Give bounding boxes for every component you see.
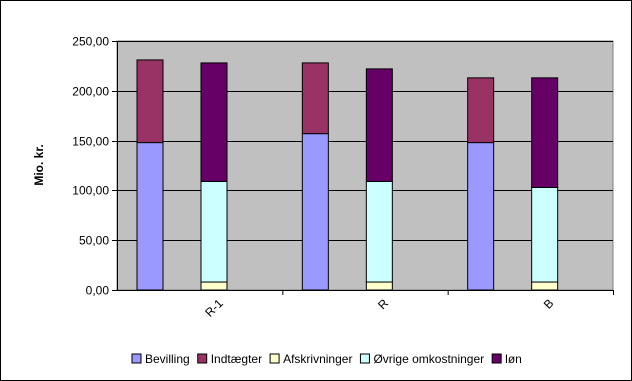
bar-segment (200, 180, 228, 283)
legend-swatch (131, 353, 142, 364)
legend-entry: løn (505, 352, 522, 366)
bar-segment (531, 186, 559, 283)
bars (136, 59, 559, 291)
legend-swatch (359, 353, 370, 364)
y-axis-label: Mio. kr. (32, 144, 46, 185)
legend-entry: Indtægter (211, 352, 262, 366)
bar-segment (365, 281, 393, 291)
bar-segment (531, 281, 559, 291)
y-tick-label: 250,00 (72, 35, 109, 49)
legend-entry: Bevilling (145, 352, 190, 366)
bar-segment (136, 59, 164, 144)
y-tick-labels: 0,00 50,00 100,00 150,00 200,00 250,00 (72, 35, 109, 298)
legend-swatch (197, 353, 208, 364)
bar-segment (467, 142, 495, 291)
bar-segment (301, 133, 329, 291)
y-tick-label: 200,00 (72, 85, 109, 99)
legend-entry: Øvrige omkostninger (373, 352, 484, 366)
bar-segment (200, 281, 228, 291)
bar-segment (365, 180, 393, 283)
bar-segment (365, 68, 393, 182)
y-tick-label: 0,00 (86, 284, 110, 298)
y-tick-label: 150,00 (72, 135, 109, 149)
axes (112, 41, 614, 295)
bar-segment (136, 142, 164, 291)
bar-segment (531, 77, 559, 188)
bar-segment (301, 62, 329, 135)
legend-swatch (491, 353, 502, 364)
bar-segment (467, 77, 495, 144)
gridlines (117, 41, 613, 241)
bar-segment (200, 62, 228, 182)
legend-swatch (269, 353, 280, 364)
y-tick-label: 50,00 (79, 234, 109, 248)
legend: Bevilling Indtægter Afskrivninger Øvrige om… (131, 352, 522, 366)
legend-entry: Afskrivninger (283, 352, 352, 366)
plot-area (116, 40, 614, 291)
y-tick-label: 100,00 (72, 184, 109, 198)
